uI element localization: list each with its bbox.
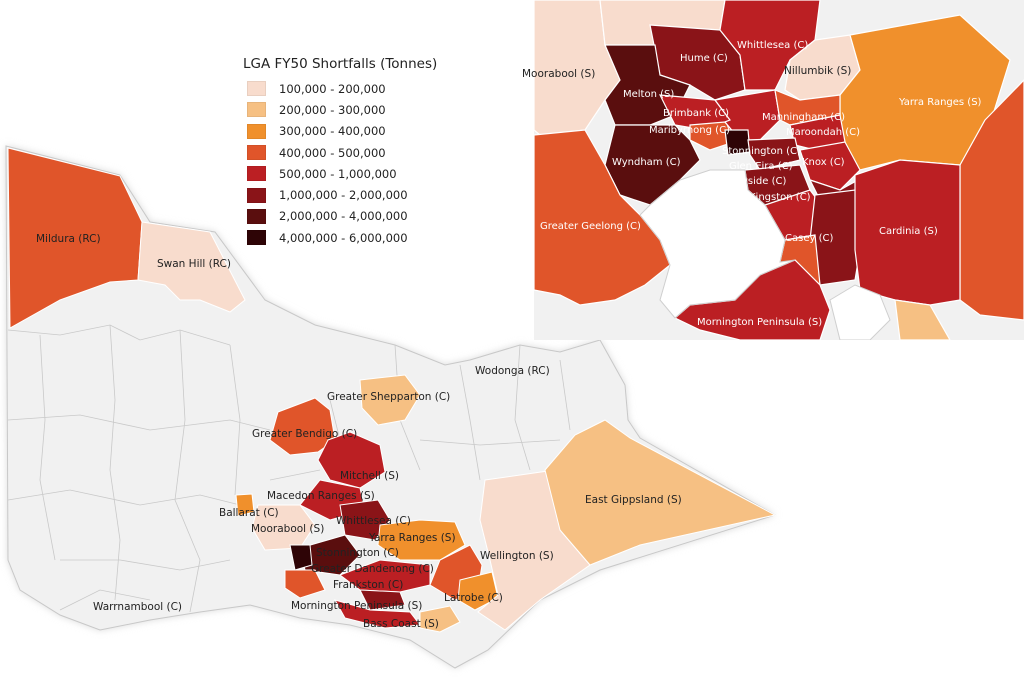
label-stonnington: Stonnington (C)	[316, 547, 399, 559]
lga-greater-shepparton	[359, 374, 421, 426]
victoria-map	[5, 145, 777, 669]
lga-ballarat	[235, 493, 255, 517]
legend-item: 2,000,000 - 4,000,000	[243, 206, 493, 227]
label-mornington-peninsula: Mornington Peninsula (S)	[291, 600, 422, 612]
inset-map-labels: Moorabool (S) Hume (C) Whittlesea (C) Ni…	[522, 40, 982, 328]
label-wodonga: Wodonga (RC)	[475, 365, 550, 377]
inset-lga-knox	[799, 141, 861, 191]
lga-yarra-ranges	[377, 519, 466, 561]
inset-label-wyndham: Wyndham (C)	[612, 157, 681, 168]
legend-label: 400,000 - 500,000	[279, 145, 386, 160]
lga-greater-geelong-main	[284, 569, 326, 599]
lga-latrobe	[457, 571, 499, 611]
legend-item: 200,000 - 300,000	[243, 99, 493, 120]
label-greater-shepparton: Greater Shepparton (C)	[327, 391, 450, 403]
legend-swatch	[247, 230, 266, 246]
label-east-gippsland: East Gippsland (S)	[585, 494, 682, 506]
label-warrnambool: Warrnambool (C)	[93, 601, 182, 613]
inset-label-hume: Hume (C)	[680, 53, 728, 64]
label-moorabool: Moorabool (S)	[251, 523, 324, 535]
inset-label-knox: Knox (C)	[802, 157, 845, 168]
label-mildura: Mildura (RC)	[36, 233, 101, 245]
inset-label-melton: Melton (S)	[623, 89, 674, 100]
legend-swatch	[247, 145, 266, 161]
label-latrobe: Latrobe (C)	[444, 592, 503, 604]
port-phillip-bay	[639, 169, 796, 319]
legend-swatch	[247, 123, 266, 139]
legend-swatch	[247, 208, 266, 224]
legend-swatch	[247, 102, 266, 118]
legend-item: 4,000,000 - 6,000,000	[243, 227, 493, 248]
inset-map	[534, 0, 1024, 340]
legend-item: 1,000,000 - 2,000,000	[243, 184, 493, 205]
lga-swan-hill	[137, 221, 246, 313]
legend-label: 2,000,000 - 4,000,000	[279, 209, 408, 224]
lga-bass-coast	[419, 605, 461, 633]
legend-item: 400,000 - 500,000	[243, 142, 493, 163]
inset-label-cardinia: Cardinia (S)	[879, 226, 938, 237]
inset-label-casey: Casey (C)	[785, 233, 833, 244]
legend-item: 100,000 - 200,000	[243, 78, 493, 99]
legend-title: LGA FY50 Shortfalls (Tonnes)	[243, 56, 438, 72]
inset-label-stonnington: Stonnington (C)	[722, 146, 801, 157]
legend: LGA FY50 Shortfalls (Tonnes) 100,000 - 2…	[243, 56, 493, 248]
legend-label: 1,000,000 - 2,000,000	[279, 188, 408, 203]
inset-label-yarra-ranges: Yarra Ranges (S)	[898, 97, 982, 108]
legend-item: 300,000 - 400,000	[243, 121, 493, 142]
inset-lga-stonnington	[747, 137, 801, 171]
inset-label-moorabool: Moorabool (S)	[522, 68, 595, 80]
legend-item: 500,000 - 1,000,000	[243, 163, 493, 184]
inset-label-mornington-peninsula: Mornington Peninsula (S)	[697, 317, 822, 328]
lga-east-gippsland	[544, 419, 777, 566]
inset-label-bayside: Bayside (C)	[729, 176, 786, 187]
label-wellington: Wellington (S)	[480, 550, 554, 562]
legend-label: 4,000,000 - 6,000,000	[279, 230, 408, 245]
legend-swatch	[247, 166, 266, 182]
label-greater-bendigo: Greater Bendigo (C)	[252, 428, 357, 440]
inset-label-maroondah: Maroondah (C)	[786, 127, 860, 138]
label-ballarat: Ballarat (C)	[219, 507, 279, 519]
inset-lga-bass-coast	[894, 299, 951, 340]
label-bass-coast: Bass Coast (S)	[363, 618, 439, 630]
inset-label-nillumbik: Nillumbik (S)	[784, 65, 851, 77]
lga-frankston	[359, 589, 406, 611]
label-mitchell: Mitchell (S)	[340, 470, 399, 482]
legend-items: 100,000 - 200,000 200,000 - 300,000 300,00…	[243, 78, 493, 248]
lga-wyndham-main	[289, 544, 313, 571]
legend-label: 200,000 - 300,000	[279, 102, 386, 117]
inset-label-glen-eira: Glen Eira (C)	[729, 161, 793, 172]
lga-mitchell	[317, 431, 386, 489]
legend-label: 500,000 - 1,000,000	[279, 166, 397, 181]
label-greater-dandenong: Greater Dandenong (C)	[311, 563, 434, 575]
inset-label-maribyrnong: Maribyrnong (C)	[649, 125, 730, 136]
inset-label-kingston: Kingston (C)	[749, 192, 811, 203]
label-macedon-ranges: Macedon Ranges (S)	[267, 490, 375, 502]
label-whittlesea: Whittlesea (C)	[336, 515, 411, 527]
legend-swatch	[247, 81, 266, 97]
inset-label-whittlesea: Whittlesea (C)	[737, 40, 808, 51]
western-port	[829, 284, 891, 340]
label-swan-hill: Swan Hill (RC)	[157, 258, 231, 270]
inset-label-greater-geelong: Greater Geelong (C)	[540, 221, 641, 232]
main-map-labels: Mildura (RC) Swan Hill (RC) Wodonga (RC)…	[36, 233, 682, 630]
label-yarra-ranges: Yarra Ranges (S)	[368, 532, 456, 544]
inset-label-brimbank: Brimbank (C)	[663, 108, 729, 119]
legend-swatch	[247, 187, 266, 203]
legend-label: 300,000 - 400,000	[279, 124, 386, 139]
label-frankston: Frankston (C)	[333, 579, 403, 591]
legend-label: 100,000 - 200,000	[279, 81, 386, 96]
lga-mildura	[7, 147, 143, 329]
inset-label-manningham: Manningham (C)	[762, 112, 845, 123]
